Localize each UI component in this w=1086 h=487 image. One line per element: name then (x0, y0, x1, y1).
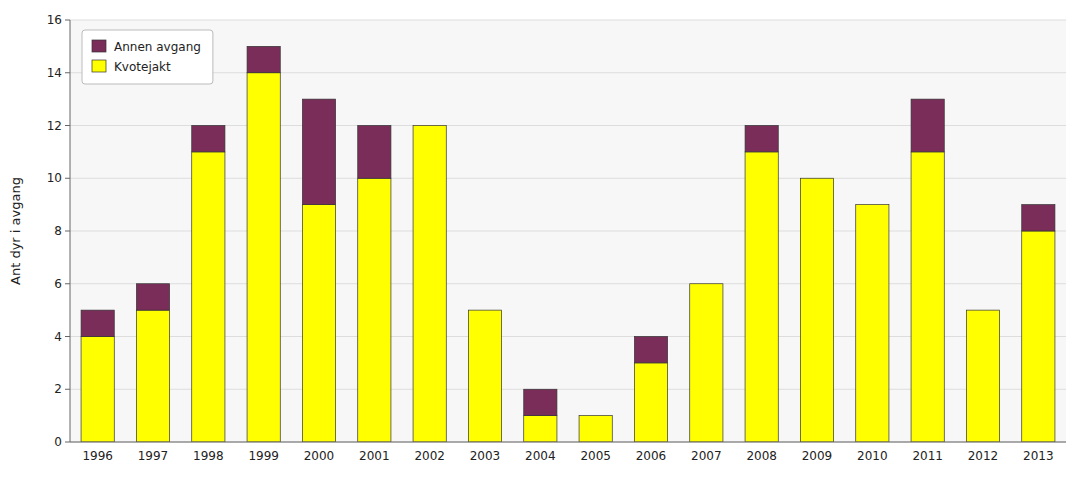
x-tick-label: 2008 (746, 449, 777, 463)
grid-line (70, 20, 1066, 21)
bar (302, 205, 335, 442)
legend-label: Annen avgang (114, 40, 201, 54)
bar (413, 126, 446, 443)
chart: 0 2 4 6 8 10 12 14 16 1996 1997 1998 1999 2000 2001 200… (0, 0, 1086, 487)
bar (1022, 205, 1055, 231)
y-axis (70, 20, 71, 442)
x-tick-label: 1998 (193, 449, 224, 463)
x-tick-label: 2001 (359, 449, 390, 463)
grid-line (70, 442, 1066, 443)
bar (468, 310, 501, 311)
y-tick (65, 20, 70, 21)
x-tick-label: 1999 (248, 449, 279, 463)
bar (358, 178, 391, 442)
bar (81, 337, 114, 443)
bar (966, 310, 999, 442)
x-tick-label: 2012 (968, 449, 999, 463)
x-tick-label: 2013 (1023, 449, 1054, 463)
bar (247, 73, 280, 442)
y-tick (65, 125, 70, 126)
bar (966, 310, 999, 311)
bar (136, 284, 169, 310)
y-tick-label: 2 (54, 382, 62, 396)
plot-background (70, 20, 1066, 442)
bar (745, 126, 778, 152)
x-tick-label: 2007 (691, 449, 722, 463)
bar (634, 337, 667, 363)
y-tick-label: 12 (47, 119, 62, 133)
y-tick (65, 72, 70, 73)
y-tick (65, 389, 70, 390)
bar (302, 99, 335, 205)
legend-box (82, 30, 213, 84)
bar (192, 152, 225, 442)
x-tick-label: 2009 (802, 449, 833, 463)
y-tick (65, 178, 70, 179)
bar (579, 415, 612, 416)
bar (800, 178, 833, 179)
y-tick-label: 6 (54, 277, 62, 291)
bar (911, 152, 944, 442)
y-tick-label: 8 (54, 224, 62, 238)
y-tick-label: 0 (54, 435, 62, 449)
bar (247, 46, 280, 72)
bar (745, 152, 778, 442)
bar (634, 363, 667, 442)
y-tick-label: 10 (47, 171, 62, 185)
bar (358, 126, 391, 179)
x-tick-label: 2002 (414, 449, 445, 463)
bar (81, 310, 114, 336)
bar (524, 389, 557, 415)
bar (856, 205, 889, 442)
bar (856, 204, 889, 205)
x-tick-label: 1996 (82, 449, 113, 463)
legend: Annen avgang Kvotejakt (82, 30, 213, 84)
x-tick-label: 2000 (304, 449, 335, 463)
y-tick (65, 442, 70, 443)
bars (81, 46, 1055, 442)
y-tick (65, 283, 70, 284)
x-tick-label: 2003 (470, 449, 501, 463)
legend-swatch (92, 60, 106, 72)
bar (413, 125, 446, 126)
x-tick-label: 1997 (138, 449, 169, 463)
bar (579, 416, 612, 442)
legend-swatch (92, 40, 106, 52)
grid-line (70, 72, 1066, 73)
bar (468, 310, 501, 442)
bar (690, 283, 723, 284)
bar (1022, 231, 1055, 442)
y-tick-label: 14 (47, 66, 62, 80)
x-tick-label: 2005 (580, 449, 611, 463)
bar (911, 99, 944, 152)
x-axis (70, 442, 1066, 443)
x-tick-label: 2010 (857, 449, 888, 463)
y-tick-label: 16 (47, 13, 62, 27)
bar (800, 178, 833, 442)
bar (192, 126, 225, 152)
y-tick-label: 4 (54, 330, 62, 344)
bar (524, 416, 557, 442)
x-tick-label: 2004 (525, 449, 556, 463)
y-tick (65, 231, 70, 232)
x-tick-label: 2011 (912, 449, 943, 463)
y-tick (65, 336, 70, 337)
x-tick-label: 2006 (636, 449, 667, 463)
bar (690, 284, 723, 442)
legend-label: Kvotejakt (114, 60, 171, 74)
bar (136, 310, 169, 442)
y-axis-label: Ant dyr i avgang (8, 177, 23, 285)
